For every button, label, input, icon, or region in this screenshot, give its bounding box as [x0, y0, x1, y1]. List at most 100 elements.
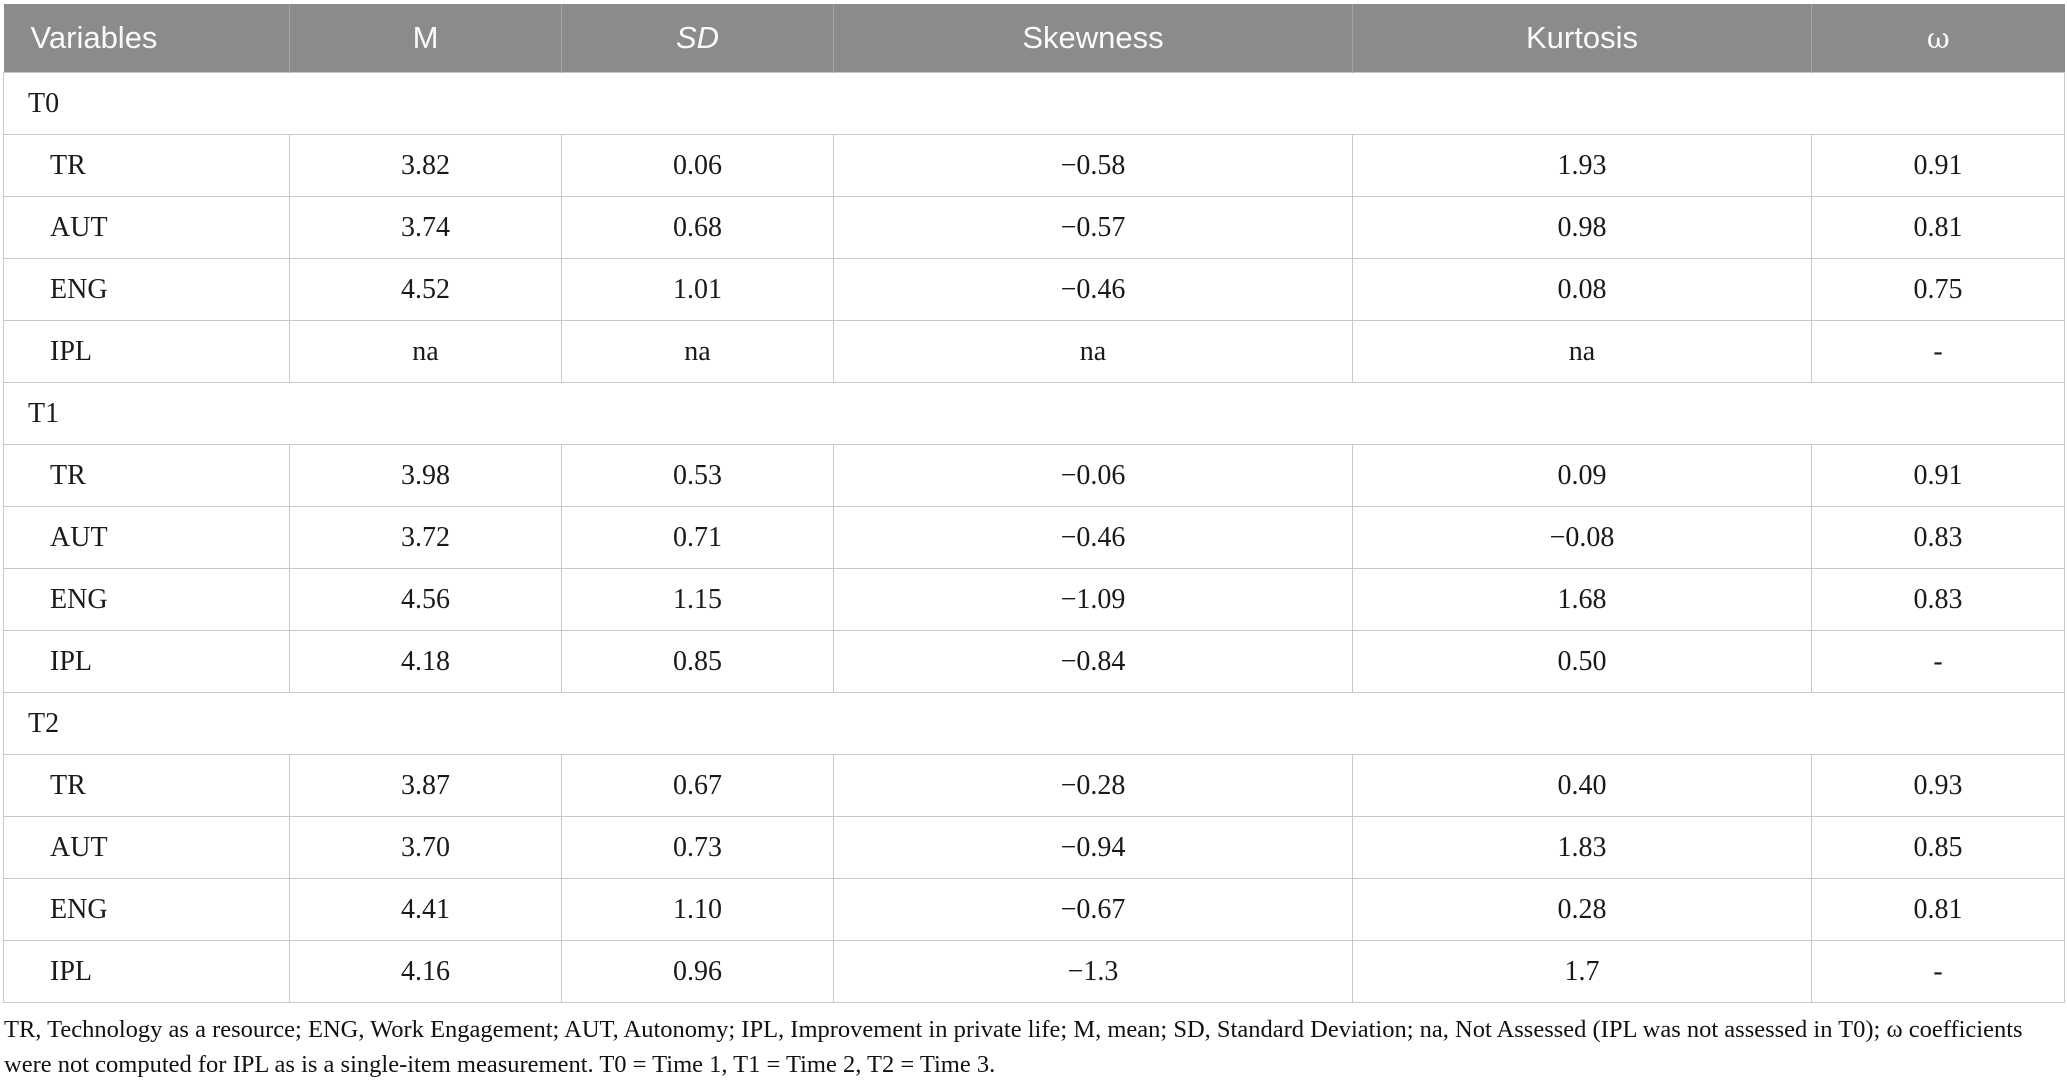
table-row: TR 3.87 0.67 −0.28 0.40 0.93 [3, 754, 2065, 817]
cell-sd: 0.68 [561, 196, 834, 259]
cell-variable: AUT [3, 506, 290, 569]
group-label: T2 [3, 692, 2065, 755]
cell-sd: 0.53 [561, 444, 834, 507]
cell-kurtosis: 1.83 [1352, 816, 1812, 879]
cell-variable: ENG [3, 568, 290, 631]
cell-skewness: −1.3 [833, 940, 1353, 1003]
cell-omega: 0.91 [1811, 134, 2065, 197]
cell-m: 4.41 [289, 878, 562, 941]
cell-skewness: −0.67 [833, 878, 1353, 941]
cell-m: 4.18 [289, 630, 562, 693]
cell-skewness: −0.28 [833, 754, 1353, 817]
cell-m: 3.82 [289, 134, 562, 197]
table-row: TR 3.82 0.06 −0.58 1.93 0.91 [3, 134, 2065, 197]
cell-m: 3.74 [289, 196, 562, 259]
group-row-t1: T1 [3, 382, 2065, 445]
cell-sd: 0.06 [561, 134, 834, 197]
cell-omega: - [1811, 940, 2065, 1003]
cell-skewness: −0.57 [833, 196, 1353, 259]
col-header-omega: ω [1811, 4, 2065, 73]
cell-omega: 0.85 [1811, 816, 2065, 879]
cell-variable: TR [3, 444, 290, 507]
table-row: IPL na na na na - [3, 320, 2065, 383]
cell-omega: 0.91 [1811, 444, 2065, 507]
cell-omega: 0.81 [1811, 878, 2065, 941]
cell-kurtosis: 0.08 [1352, 258, 1812, 321]
cell-m: 4.16 [289, 940, 562, 1003]
cell-kurtosis: 0.98 [1352, 196, 1812, 259]
cell-m: 3.70 [289, 816, 562, 879]
table-row: TR 3.98 0.53 −0.06 0.09 0.91 [3, 444, 2065, 507]
cell-kurtosis: 0.28 [1352, 878, 1812, 941]
cell-sd: 1.01 [561, 258, 834, 321]
cell-skewness: −0.94 [833, 816, 1353, 879]
cell-skewness: na [833, 320, 1353, 383]
cell-sd: 0.96 [561, 940, 834, 1003]
cell-skewness: −0.58 [833, 134, 1353, 197]
cell-skewness: −0.06 [833, 444, 1353, 507]
cell-variable: AUT [3, 196, 290, 259]
cell-kurtosis: 0.50 [1352, 630, 1812, 693]
cell-m: 4.56 [289, 568, 562, 631]
group-row-t0: T0 [3, 72, 2065, 135]
cell-skewness: −0.46 [833, 506, 1353, 569]
cell-m: 3.87 [289, 754, 562, 817]
cell-omega: - [1811, 320, 2065, 383]
col-header-kurtosis: Kurtosis [1352, 4, 1812, 73]
cell-m: 3.72 [289, 506, 562, 569]
cell-variable: AUT [3, 816, 290, 879]
table-header: Variables M SD Skewness Kurtosis ω [3, 4, 2065, 73]
table-row: ENG 4.41 1.10 −0.67 0.28 0.81 [3, 878, 2065, 941]
cell-m: na [289, 320, 562, 383]
table-row: IPL 4.16 0.96 −1.3 1.7 - [3, 940, 2065, 1003]
descriptive-statistics-table: Variables M SD Skewness Kurtosis ω T0 TR… [3, 4, 2065, 1003]
cell-omega: 0.83 [1811, 506, 2065, 569]
cell-skewness: −1.09 [833, 568, 1353, 631]
table-row: AUT 3.74 0.68 −0.57 0.98 0.81 [3, 196, 2065, 259]
cell-m: 3.98 [289, 444, 562, 507]
table-row: ENG 4.52 1.01 −0.46 0.08 0.75 [3, 258, 2065, 321]
cell-sd: 0.67 [561, 754, 834, 817]
cell-variable: ENG [3, 878, 290, 941]
col-header-m: M [289, 4, 562, 73]
cell-kurtosis: 0.40 [1352, 754, 1812, 817]
cell-kurtosis: 1.7 [1352, 940, 1812, 1003]
cell-sd: 1.15 [561, 568, 834, 631]
cell-omega: 0.81 [1811, 196, 2065, 259]
group-row-t2: T2 [3, 692, 2065, 755]
cell-sd: 0.85 [561, 630, 834, 693]
cell-variable: IPL [3, 630, 290, 693]
cell-variable: IPL [3, 940, 290, 1003]
cell-omega: 0.93 [1811, 754, 2065, 817]
col-header-sd: SD [561, 4, 834, 73]
cell-omega: - [1811, 630, 2065, 693]
cell-kurtosis: 1.68 [1352, 568, 1812, 631]
cell-sd: 0.73 [561, 816, 834, 879]
cell-skewness: −0.84 [833, 630, 1353, 693]
cell-kurtosis: 0.09 [1352, 444, 1812, 507]
group-label: T1 [3, 382, 2065, 445]
group-label: T0 [3, 72, 2065, 135]
col-header-skewness: Skewness [833, 4, 1353, 73]
cell-kurtosis: 1.93 [1352, 134, 1812, 197]
cell-sd: 1.10 [561, 878, 834, 941]
cell-variable: ENG [3, 258, 290, 321]
cell-omega: 0.83 [1811, 568, 2065, 631]
col-header-variables: Variables [3, 4, 290, 73]
cell-variable: IPL [3, 320, 290, 383]
cell-variable: TR [3, 754, 290, 817]
cell-omega: 0.75 [1811, 258, 2065, 321]
cell-sd: 0.71 [561, 506, 834, 569]
cell-kurtosis: −0.08 [1352, 506, 1812, 569]
table-footnote: TR, Technology as a resource; ENG, Work … [4, 1016, 2023, 1078]
cell-m: 4.52 [289, 258, 562, 321]
table-row: AUT 3.72 0.71 −0.46 −0.08 0.83 [3, 506, 2065, 569]
cell-sd: na [561, 320, 834, 383]
header-row: Variables M SD Skewness Kurtosis ω [3, 4, 2065, 73]
table-body: T0 TR 3.82 0.06 −0.58 1.93 0.91 AUT 3.74… [3, 72, 2065, 1003]
cell-skewness: −0.46 [833, 258, 1353, 321]
table-row: IPL 4.18 0.85 −0.84 0.50 - [3, 630, 2065, 693]
cell-variable: TR [3, 134, 290, 197]
cell-kurtosis: na [1352, 320, 1812, 383]
